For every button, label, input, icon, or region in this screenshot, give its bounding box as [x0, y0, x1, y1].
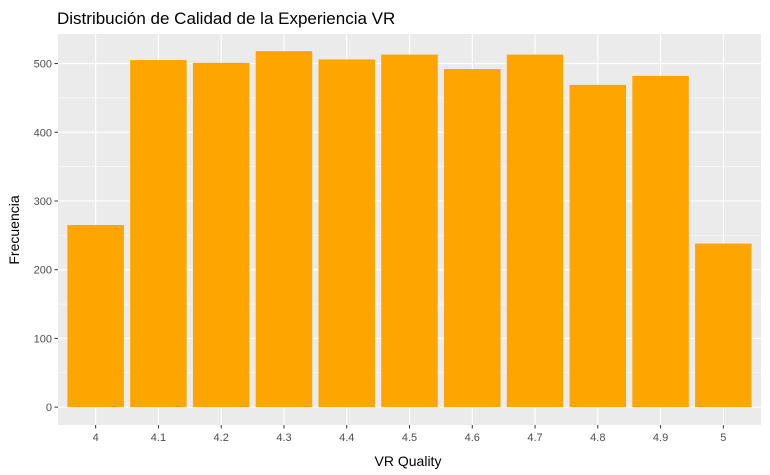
bar [506, 54, 564, 408]
chart-title: Distribución de Calidad de la Experienci… [57, 9, 395, 28]
bar [192, 62, 250, 408]
x-tick-label: 4.9 [653, 432, 668, 444]
x-axis-title: VR Quality [375, 453, 442, 469]
y-tick-label: 300 [34, 196, 52, 208]
x-tick-label: 4.5 [402, 432, 417, 444]
bar [130, 60, 187, 408]
y-tick-label: 200 [34, 265, 52, 277]
bar [381, 54, 438, 408]
y-tick-label: 500 [34, 59, 52, 71]
bar [569, 84, 627, 408]
x-tick-label: 4.1 [151, 432, 166, 444]
y-tick-label: 400 [34, 127, 52, 139]
x-tick-label: 4.6 [465, 432, 480, 444]
y-axis: 0 100 200 300 400 500 [34, 59, 58, 414]
y-axis-title: Frecuencia [6, 195, 22, 264]
bar [632, 75, 689, 408]
x-tick-label: 4.3 [276, 432, 291, 444]
bar [255, 51, 313, 408]
x-tick-label: 4 [93, 432, 99, 444]
x-tick-label: 4.4 [339, 432, 354, 444]
x-tick-label: 4.2 [214, 432, 229, 444]
bar [695, 243, 752, 408]
x-axis: 4 4.1 4.2 4.3 4.4 4.5 4.6 4.7 4.8 4.9 5 [93, 425, 726, 444]
y-tick-label: 0 [46, 402, 52, 414]
x-tick-label: 4.8 [590, 432, 605, 444]
bar [67, 225, 124, 408]
bars [67, 51, 752, 408]
x-tick-label: 5 [720, 432, 726, 444]
bar [444, 69, 501, 408]
bar [318, 59, 375, 408]
y-tick-label: 100 [34, 333, 52, 345]
x-tick-label: 4.7 [527, 432, 542, 444]
